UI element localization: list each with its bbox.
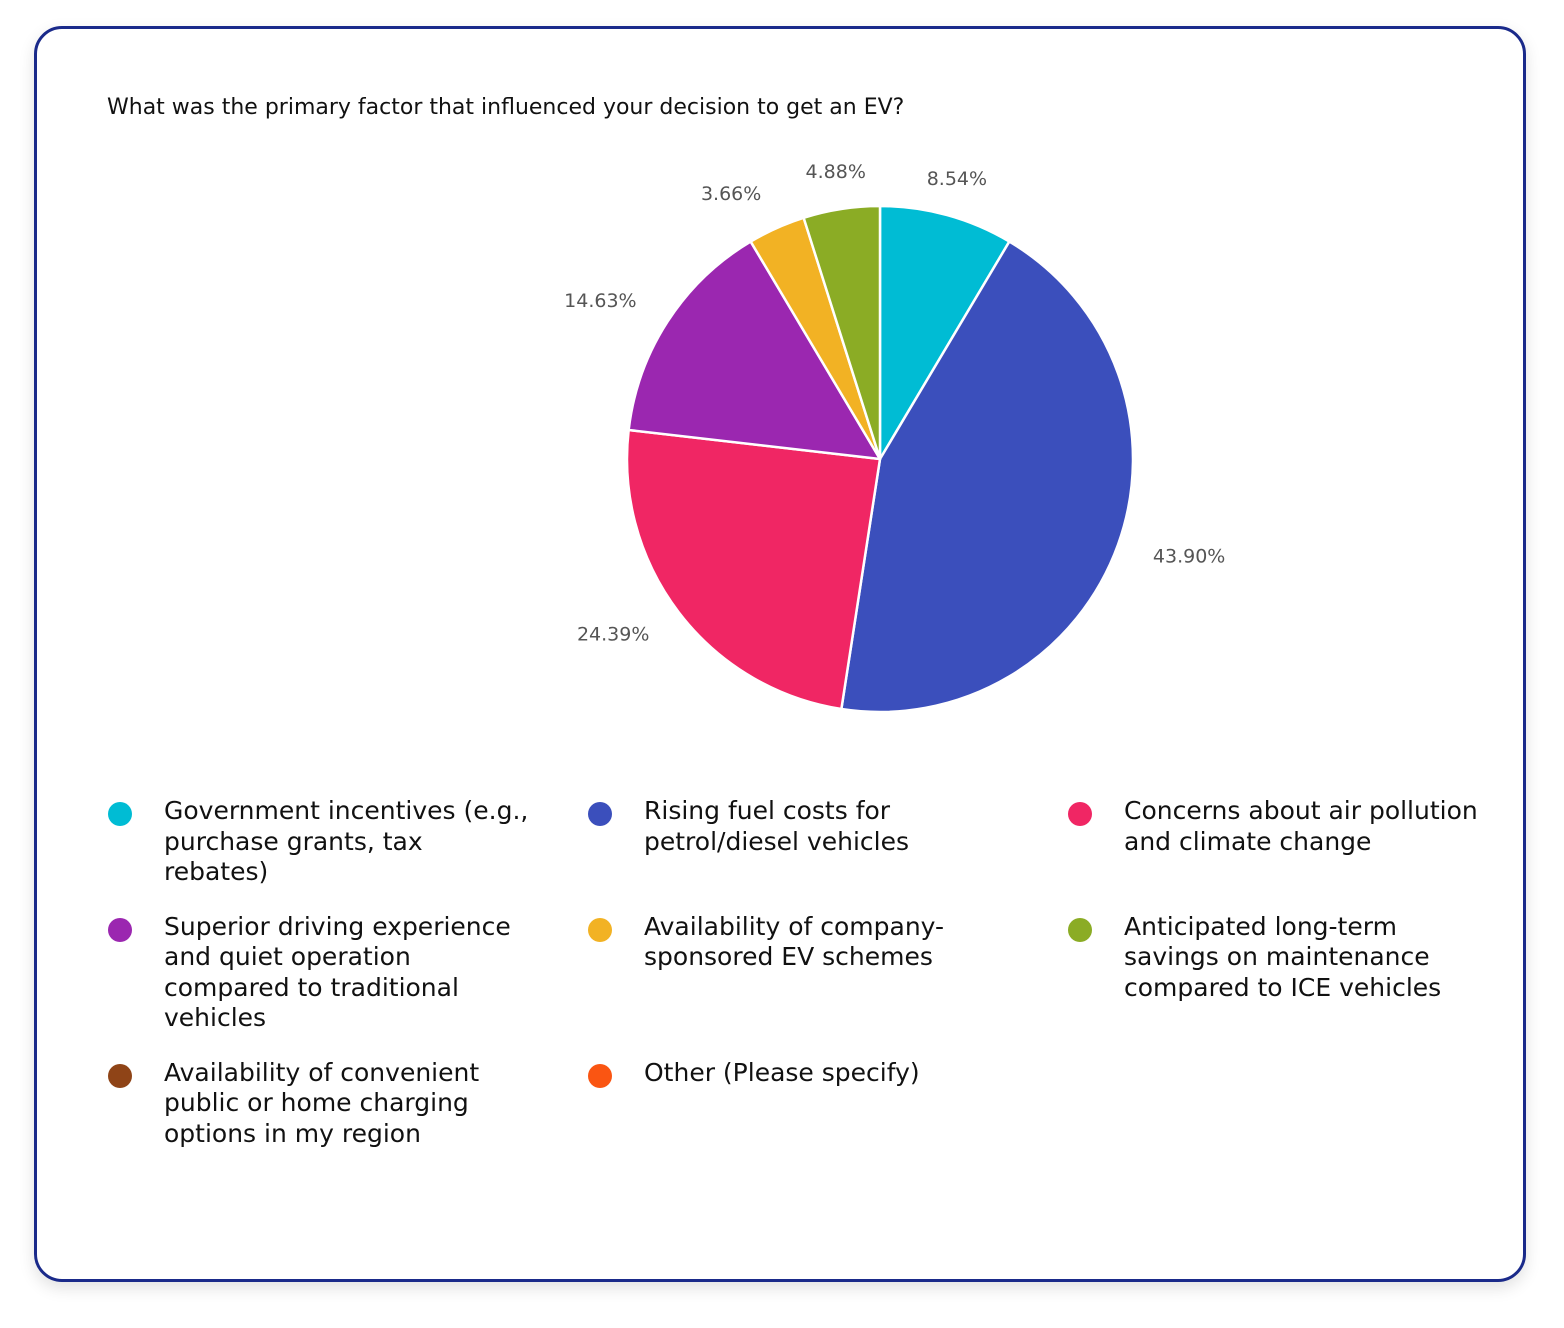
legend-item-2[interactable]: Concerns about air pollution and climate… xyxy=(1068,796,1488,888)
legend-item-3[interactable]: Superior driving experience and quiet op… xyxy=(108,912,588,1034)
legend-swatch-2 xyxy=(1068,802,1092,826)
pie-data-label-3: 14.63% xyxy=(564,290,636,312)
legend-label-2: Concerns about air pollution and climate… xyxy=(1124,796,1478,856)
pie-data-label-1: 43.90% xyxy=(1153,546,1225,568)
pie-data-label-0: 8.54% xyxy=(927,168,987,190)
legend-swatch-7 xyxy=(588,1063,612,1088)
legend-item-0[interactable]: Government incentives (e.g., purchase gr… xyxy=(108,796,588,888)
legend-swatch-0 xyxy=(108,802,132,826)
chart-legend: Government incentives (e.g., purchase gr… xyxy=(108,796,1488,1149)
legend-swatch-6 xyxy=(108,1063,132,1088)
legend-label-3: Superior driving experience and quiet op… xyxy=(164,911,511,1033)
pie-slice-0 xyxy=(878,204,1011,461)
legend-item-6[interactable]: Availability of convenient public or hom… xyxy=(108,1058,588,1150)
pie-slice-2 xyxy=(625,428,882,711)
pie-data-label-4: 3.66% xyxy=(701,183,761,205)
legend-label-0: Government incentives (e.g., purchase gr… xyxy=(164,796,529,886)
legend-swatch-1 xyxy=(588,802,612,826)
legend-label-5: Anticipated long-term savings on mainten… xyxy=(1124,911,1442,1002)
legend-item-4[interactable]: Availability of company-sponsored EV sch… xyxy=(588,912,1068,1034)
legend-label-7: Other (Please specify) xyxy=(644,1057,920,1087)
legend-swatch-5 xyxy=(1068,917,1092,942)
pie-slice-5 xyxy=(802,204,882,461)
chart-title: What was the primary factor that influen… xyxy=(107,95,905,120)
pie-slice-1 xyxy=(840,240,1135,714)
legend-label-1: Rising fuel costs for petrol/diesel vehi… xyxy=(644,796,910,856)
legend-swatch-4 xyxy=(588,917,612,942)
legend-item-5[interactable]: Anticipated long-term savings on mainten… xyxy=(1068,912,1488,1034)
pie-slice-3 xyxy=(627,240,882,461)
legend-label-6: Availability of convenient public or hom… xyxy=(164,1057,480,1148)
legend-swatch-3 xyxy=(108,917,132,942)
pie-data-label-2: 24.39% xyxy=(577,623,649,645)
legend-item-1[interactable]: Rising fuel costs for petrol/diesel vehi… xyxy=(588,796,1068,888)
legend-item-7[interactable]: Other (Please specify) xyxy=(588,1058,1068,1150)
legend-label-4: Availability of company-sponsored EV sch… xyxy=(644,911,945,972)
pie-data-label-5: 4.88% xyxy=(806,161,866,183)
